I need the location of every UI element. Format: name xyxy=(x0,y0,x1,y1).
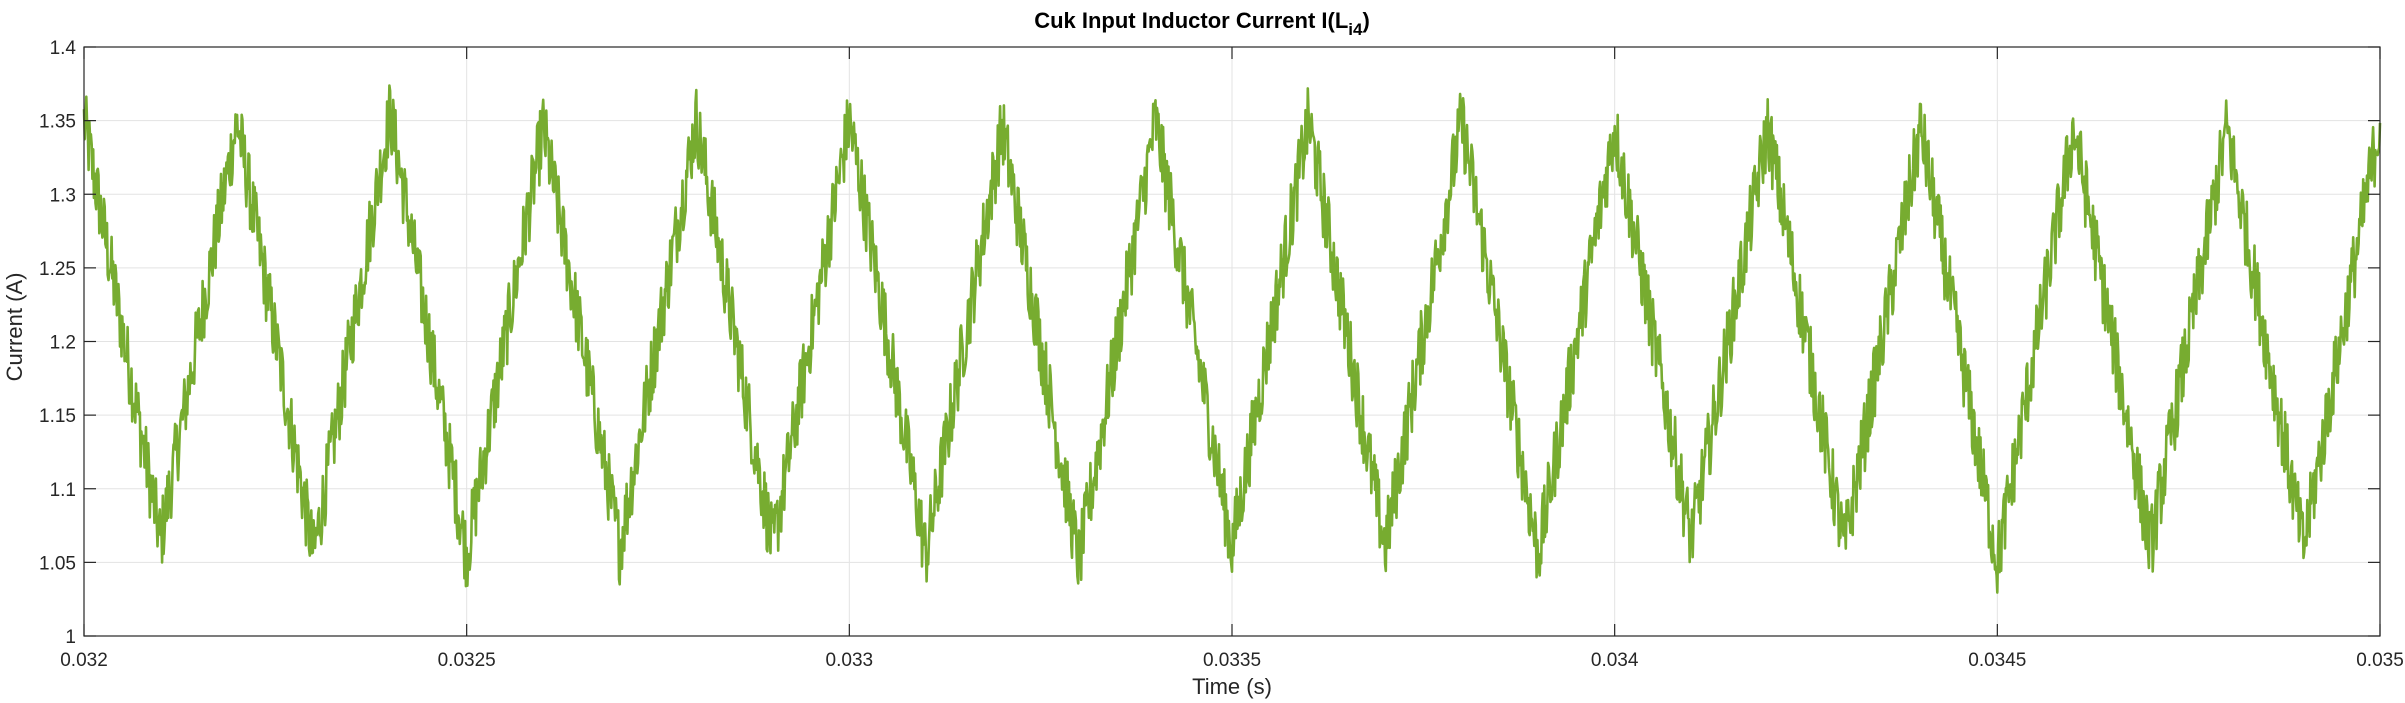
grid-lines xyxy=(83,46,2381,637)
y-tick-label: 1.4 xyxy=(50,38,77,59)
axis-ticks xyxy=(83,46,2381,637)
y-tick-labels: 1 1.05 1.1 1.15 1.2 1.25 1.3 1.35 1.4 xyxy=(39,38,76,648)
x-tick-label: 0.034 xyxy=(1591,650,1639,671)
y-tick-label: 1.15 xyxy=(39,406,76,427)
x-tick-label: 0.0335 xyxy=(1203,650,1261,671)
y-tick-label: 1.25 xyxy=(39,259,76,280)
chart-title-subscript: i4 xyxy=(1348,20,1363,39)
x-tick-label: 0.0325 xyxy=(438,650,496,671)
y-tick-label: 1.35 xyxy=(39,112,76,133)
chart-title: Cuk Input Inductor Current I(Li4) xyxy=(1034,8,1370,39)
x-axis-label: Time (s) xyxy=(1192,674,1272,699)
y-tick-label: 1.3 xyxy=(50,185,76,206)
x-tick-labels: 0.032 0.0325 0.033 0.0335 0.034 0.0345 0.035 xyxy=(60,650,2404,671)
y-tick-label: 1.05 xyxy=(39,553,76,574)
chart-title-main: Cuk Input Inductor Current I(L xyxy=(1034,8,1348,33)
y-tick-label: 1.2 xyxy=(50,333,76,354)
x-tick-label: 0.032 xyxy=(60,650,108,671)
x-tick-label: 0.035 xyxy=(2356,650,2404,671)
x-tick-label: 0.0345 xyxy=(1968,650,2026,671)
y-axis-label: Current (A) xyxy=(2,273,27,382)
series-line xyxy=(82,84,2382,594)
x-tick-label: 0.033 xyxy=(826,650,874,671)
chart-title-end: ) xyxy=(1362,8,1369,33)
y-tick-label: 1 xyxy=(65,627,76,648)
y-tick-label: 1.1 xyxy=(50,480,76,501)
series-group xyxy=(82,84,2382,594)
